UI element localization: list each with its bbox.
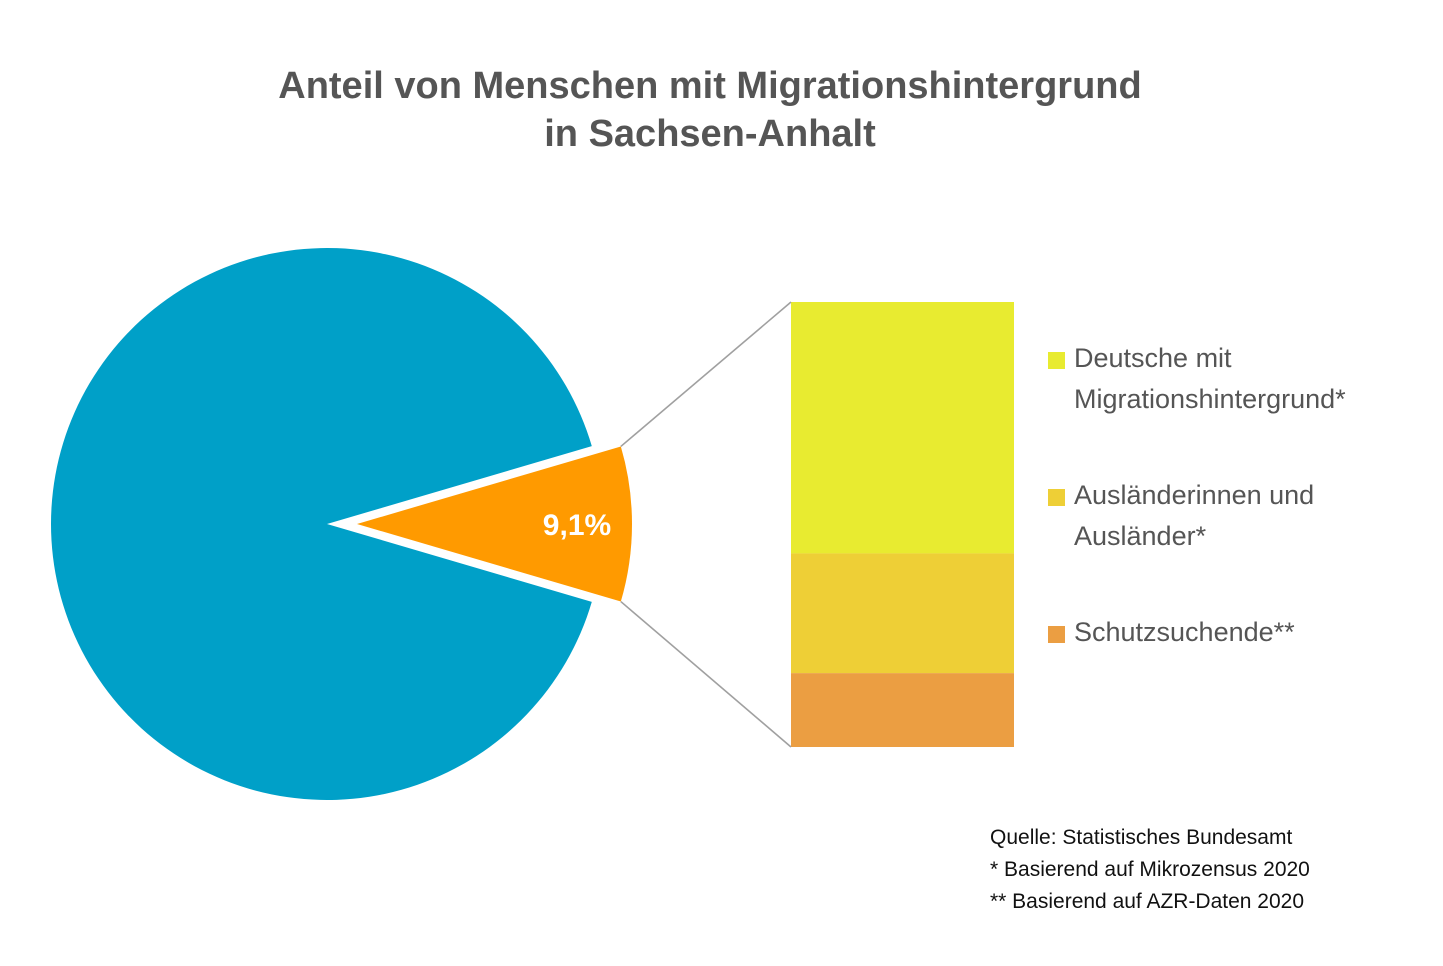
pie-slice-main [51, 248, 592, 800]
legend-label-deutsche: Deutsche mit Migrationshintergrund* [1074, 338, 1434, 420]
chart-title-line-2: in Sachsen-Anhalt [544, 113, 876, 155]
legend-label-deutsche-line-2: Migrationshintergrund* [1074, 384, 1346, 414]
bar-segment-3 [791, 673, 1014, 747]
source-line-3: ** Basierend auf AZR-Daten 2020 [990, 890, 1305, 913]
legend-swatch-auslaender [1048, 489, 1065, 506]
legend-label-schutzsuchende: Schutzsuchende** [1074, 612, 1434, 653]
chart-title-line-1: Anteil von Menschen mit Migrationshinter… [278, 65, 1142, 107]
legend-label-auslaender-line-1: Ausländerinnen und [1074, 480, 1315, 510]
legend-label-auslaender-line-2: Ausländer* [1074, 521, 1207, 551]
bar-segment-1 [791, 302, 1014, 554]
legend-swatch-deutsche [1048, 352, 1065, 369]
legend-label-schutzsuchende-line-1: Schutzsuchende** [1074, 617, 1295, 647]
pie-data-label: 9,1% [543, 509, 611, 542]
legend-label-auslaender: Ausländerinnen und Ausländer* [1074, 475, 1434, 557]
legend-label-deutsche-line-1: Deutsche mit [1074, 343, 1232, 373]
chart-title: Anteil von Menschen mit Migrationshinter… [0, 62, 1420, 158]
source-line-1: Quelle: Statistisches Bundesamt [990, 826, 1293, 849]
connector-line-bottom [620, 600, 792, 748]
legend-swatch-schutzsuchende [1048, 626, 1065, 643]
pie-slice-exploded [357, 446, 632, 602]
source-line-2: * Basierend auf Mikrozensus 2020 [990, 858, 1310, 881]
bar-segment-2 [791, 553, 1014, 674]
connector-line-top [620, 301, 792, 448]
source-note: Quelle: Statistisches Bundesamt * Basier… [990, 822, 1430, 918]
